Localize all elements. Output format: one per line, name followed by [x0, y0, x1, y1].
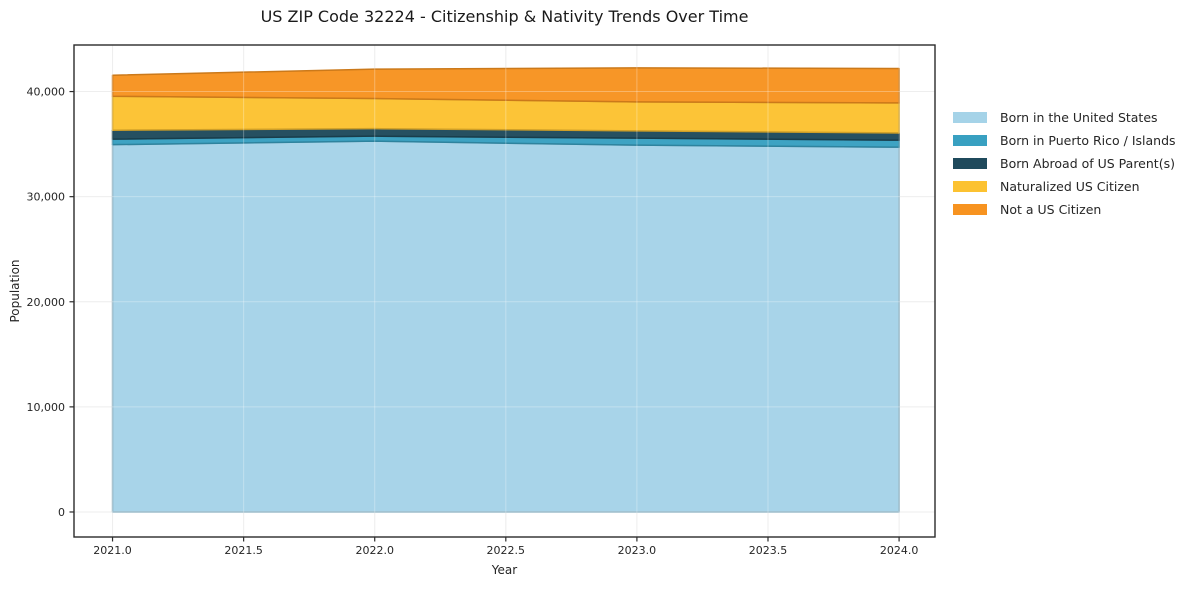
x-tick-label: 2023.5 [749, 544, 788, 557]
legend-swatch-icon [953, 135, 987, 146]
y-tick-label: 40,000 [27, 86, 66, 99]
legend-label: Naturalized US Citizen [1000, 179, 1140, 194]
y-tick-label: 30,000 [27, 191, 66, 204]
legend: Born in the United States Born in Puerto … [953, 106, 1176, 221]
x-axis-label: Year [491, 563, 518, 577]
y-axis-label: Population [8, 259, 22, 323]
legend-item-4: Not a US Citizen [953, 198, 1176, 221]
y-tick-label: 10,000 [27, 401, 66, 414]
legend-swatch-icon [953, 158, 987, 169]
legend-item-3: Naturalized US Citizen [953, 175, 1176, 198]
legend-item-2: Born Abroad of US Parent(s) [953, 152, 1176, 175]
x-tick-label: 2023.0 [618, 544, 657, 557]
legend-item-1: Born in Puerto Rico / Islands [953, 129, 1176, 152]
legend-label: Born Abroad of US Parent(s) [1000, 156, 1175, 171]
legend-label: Not a US Citizen [1000, 202, 1102, 217]
x-tick-label: 2022.0 [355, 544, 394, 557]
y-tick-label: 0 [58, 506, 65, 519]
chart-title: US ZIP Code 32224 - Citizenship & Nativi… [260, 7, 749, 26]
legend-swatch-icon [953, 112, 987, 123]
legend-label: Born in the United States [1000, 110, 1158, 125]
legend-label: Born in Puerto Rico / Islands [1000, 133, 1176, 148]
x-tick-label: 2021.0 [93, 544, 132, 557]
x-tick-label: 2024.0 [880, 544, 919, 557]
plot-border [73, 44, 936, 538]
y-tick-label: 20,000 [27, 296, 66, 309]
area-series-4 [111, 67, 900, 104]
legend-swatch-icon [953, 181, 987, 192]
x-tick-label: 2022.5 [487, 544, 526, 557]
legend-swatch-icon [953, 204, 987, 215]
legend-item-0: Born in the United States [953, 106, 1176, 129]
x-tick-label: 2021.5 [224, 544, 263, 557]
